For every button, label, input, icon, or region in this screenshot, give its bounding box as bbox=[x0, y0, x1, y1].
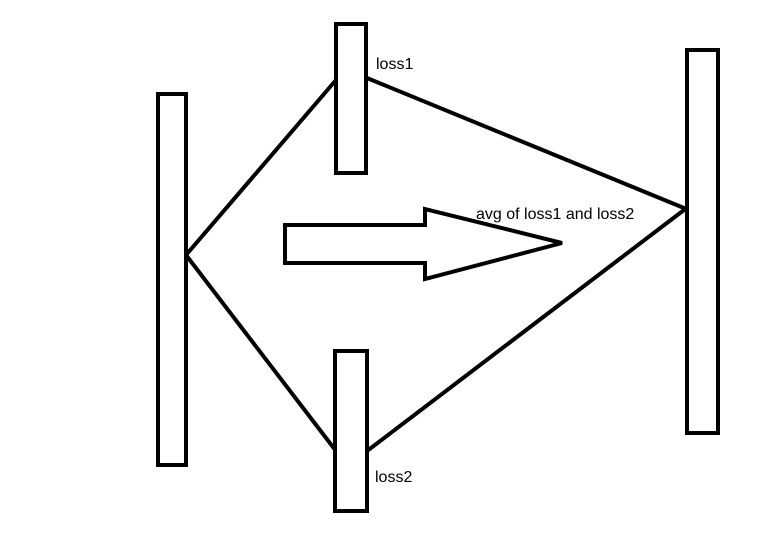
edge-input-to-branch1 bbox=[184, 78, 338, 257]
edge-branch2-to-output bbox=[365, 208, 686, 453]
label-avg: avg of loss1 and loss2 bbox=[476, 206, 634, 223]
edge-input-to-branch2 bbox=[184, 253, 338, 453]
output-block bbox=[685, 48, 720, 435]
label-loss2: loss2 bbox=[375, 469, 412, 486]
input-block bbox=[156, 92, 188, 467]
branch1-block bbox=[334, 22, 368, 175]
branch2-block bbox=[333, 349, 369, 513]
label-loss1: loss1 bbox=[376, 56, 413, 73]
big-arrow-icon bbox=[283, 206, 563, 282]
edge-branch1-to-output bbox=[365, 76, 686, 210]
